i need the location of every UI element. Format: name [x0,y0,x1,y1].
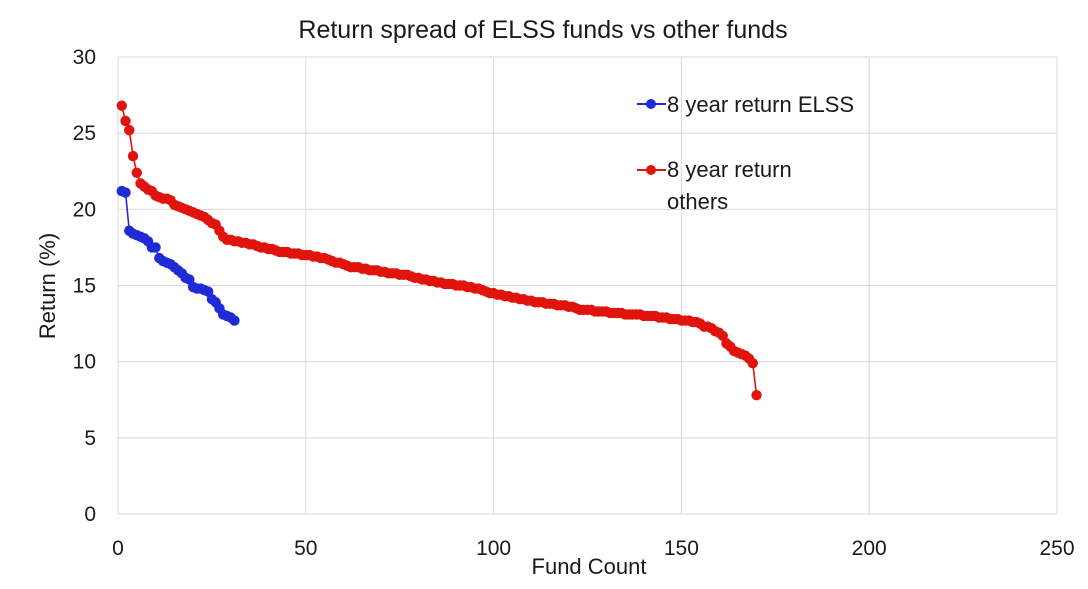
x-tick-label: 150 [664,537,699,560]
data-point-others [751,389,762,401]
x-axis-label: Fund Count [532,554,647,579]
data-point-others [120,115,131,127]
data-point-elss [120,187,131,198]
y-tick-label: 20 [73,198,96,221]
y-axis-ticks: 0 5 10 15 20 25 30 [73,46,96,526]
y-axis-label: Return (%) [35,233,60,339]
x-tick-label: 200 [852,537,887,560]
y-tick-label: 30 [73,46,96,69]
x-tick-label: 100 [476,537,511,560]
y-tick-label: 25 [73,122,96,145]
data-point-elss [229,315,240,326]
legend: 8 year return ELSS 8 year return others [637,92,854,214]
x-axis-ticks: 0 50 100 150 200 250 [112,537,1074,560]
y-tick-label: 15 [73,275,96,298]
x-tick-label: 250 [1039,537,1074,560]
series-line-others [120,105,758,396]
chart-title: Return spread of ELSS funds vs other fun… [298,16,787,44]
legend-marker-others [646,165,656,175]
y-tick-label: 0 [84,503,96,526]
legend-label-elss: 8 year return ELSS [667,92,854,117]
data-point-elss [150,242,161,253]
gridlines [117,56,1058,515]
legend-label-others-line2: others [667,189,728,214]
series-others [116,100,762,401]
legend-item-others: 8 year return others [637,157,792,214]
legend-label-others-line1: 8 year return [667,157,792,182]
legend-item-elss: 8 year return ELSS [637,92,854,117]
legend-marker-elss [646,99,656,109]
series-group [116,100,762,401]
y-tick-label: 5 [84,427,96,450]
data-point-others [747,357,758,369]
data-point-others [127,150,139,162]
data-point-others [131,167,142,178]
series-elss [116,185,240,326]
data-point-others [116,100,127,111]
y-tick-label: 10 [73,351,96,374]
data-point-others [124,124,135,136]
x-tick-label: 50 [294,537,317,560]
x-tick-label: 0 [112,537,124,560]
